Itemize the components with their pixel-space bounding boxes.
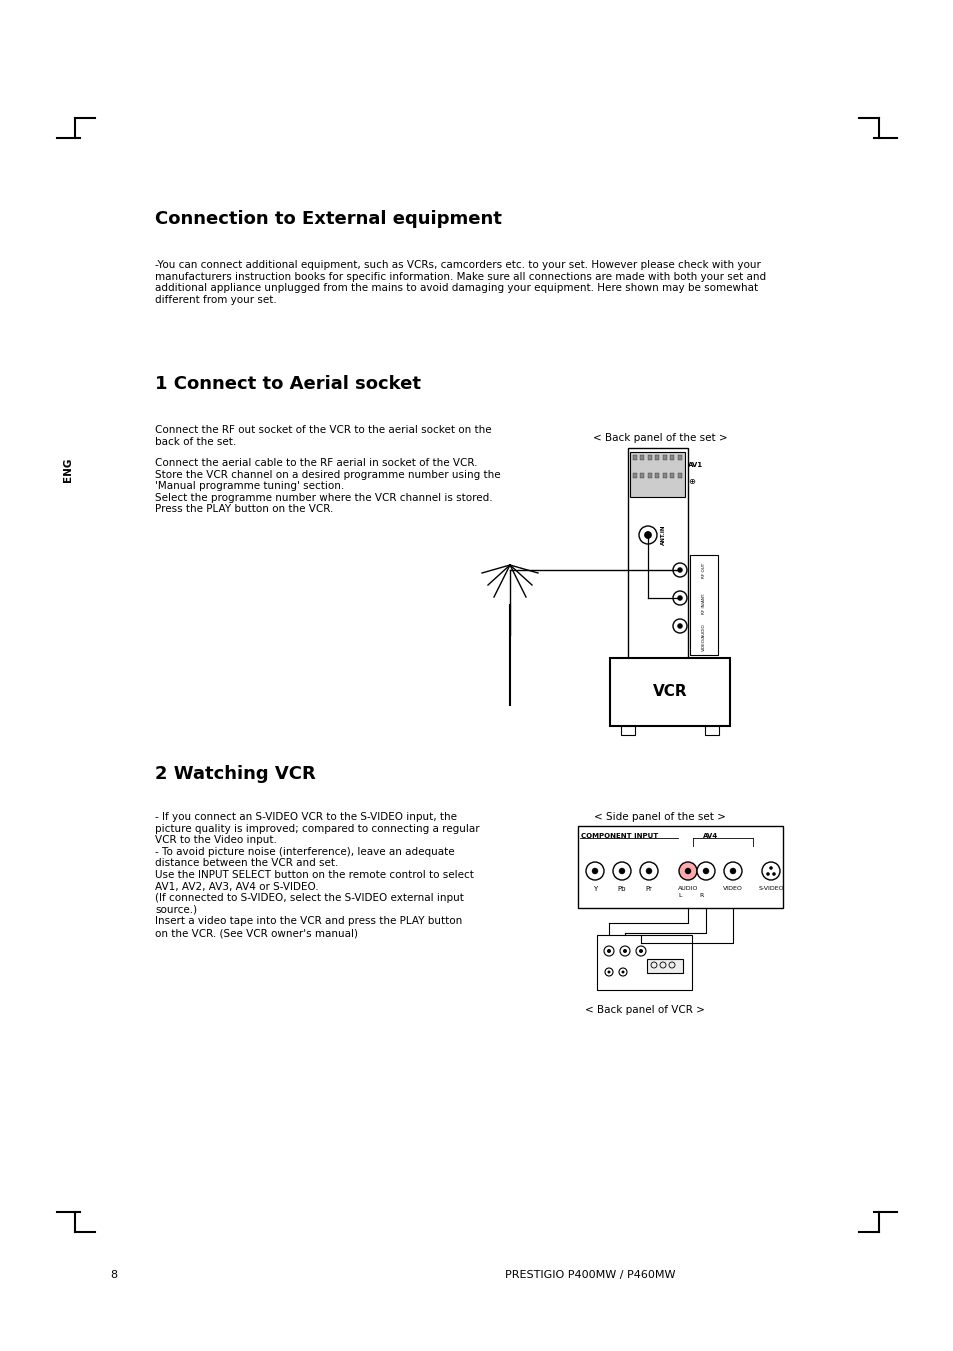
Bar — [633, 473, 637, 478]
Circle shape — [679, 862, 697, 880]
Circle shape — [729, 867, 735, 874]
Text: PRESTIGIO P400MW / P460MW: PRESTIGIO P400MW / P460MW — [504, 1270, 675, 1279]
Text: AV1: AV1 — [687, 462, 702, 467]
Text: < Side panel of the set >: < Side panel of the set > — [594, 812, 725, 821]
Text: AV4: AV4 — [702, 834, 718, 839]
Circle shape — [644, 531, 651, 539]
Text: Connect the aerial cable to the RF aerial in socket of the VCR.
Store the VCR ch: Connect the aerial cable to the RF aeria… — [154, 458, 500, 515]
Circle shape — [677, 624, 681, 628]
Text: -You can connect additional equipment, such as VCRs, camcorders etc. to your set: -You can connect additional equipment, s… — [154, 259, 765, 305]
Circle shape — [677, 567, 681, 573]
Text: Pr: Pr — [645, 886, 652, 892]
Text: ⊕: ⊕ — [687, 477, 695, 486]
Text: - If you connect an S-VIDEO VCR to the S-VIDEO input, the
picture quality is imp: - If you connect an S-VIDEO VCR to the S… — [154, 812, 479, 938]
Bar — [633, 455, 637, 459]
Circle shape — [639, 948, 642, 952]
Bar — [662, 473, 666, 478]
Text: Connect the RF out socket of the VCR to the aerial socket on the
back of the set: Connect the RF out socket of the VCR to … — [154, 426, 491, 447]
Text: VIDEO/AUDIO: VIDEO/AUDIO — [701, 623, 705, 651]
Text: VCR: VCR — [652, 685, 686, 700]
Circle shape — [702, 867, 708, 874]
Circle shape — [768, 866, 772, 870]
Bar — [647, 473, 651, 478]
Text: Y: Y — [592, 886, 597, 892]
Bar — [620, 725, 635, 735]
Bar — [655, 455, 659, 459]
Circle shape — [592, 867, 598, 874]
Text: S-VIDEO: S-VIDEO — [758, 886, 783, 892]
Text: < Back panel of the set >: < Back panel of the set > — [592, 434, 726, 443]
Circle shape — [765, 873, 769, 875]
Bar — [670, 455, 674, 459]
Text: COMPONENT INPUT: COMPONENT INPUT — [580, 834, 658, 839]
FancyBboxPatch shape — [597, 935, 691, 990]
FancyBboxPatch shape — [578, 825, 782, 908]
Text: ENG: ENG — [63, 458, 73, 482]
Circle shape — [618, 867, 624, 874]
Bar — [678, 473, 681, 478]
Text: Connection to External equipment: Connection to External equipment — [154, 209, 501, 228]
Text: R: R — [700, 893, 703, 898]
Circle shape — [606, 948, 610, 952]
Bar — [646, 959, 682, 973]
Text: Pb: Pb — [618, 886, 625, 892]
Circle shape — [677, 596, 681, 600]
Bar — [704, 725, 719, 735]
Text: L: L — [678, 893, 681, 898]
Bar — [670, 473, 674, 478]
FancyBboxPatch shape — [627, 449, 687, 678]
Text: RF OUT: RF OUT — [701, 563, 705, 578]
Text: 8: 8 — [110, 1270, 117, 1279]
Bar — [678, 455, 681, 459]
Bar — [647, 455, 651, 459]
Circle shape — [771, 873, 775, 875]
Circle shape — [622, 948, 626, 952]
Text: RF IN/ANT.: RF IN/ANT. — [701, 593, 705, 615]
Text: 2 Watching VCR: 2 Watching VCR — [154, 765, 315, 784]
Text: 1 Connect to Aerial socket: 1 Connect to Aerial socket — [154, 376, 420, 393]
FancyBboxPatch shape — [689, 555, 718, 655]
Circle shape — [697, 862, 714, 880]
FancyBboxPatch shape — [609, 658, 729, 725]
Circle shape — [684, 867, 690, 874]
Bar — [639, 455, 644, 459]
Circle shape — [607, 970, 610, 974]
Text: AUDIO: AUDIO — [677, 886, 698, 892]
Bar — [662, 455, 666, 459]
Text: VIDEO: VIDEO — [722, 886, 742, 892]
FancyBboxPatch shape — [629, 453, 684, 497]
Text: < Back panel of VCR >: < Back panel of VCR > — [584, 1005, 704, 1015]
Bar — [639, 473, 644, 478]
Text: ANT.IN: ANT.IN — [660, 524, 665, 546]
Circle shape — [645, 867, 651, 874]
Bar — [655, 473, 659, 478]
Circle shape — [620, 970, 624, 974]
